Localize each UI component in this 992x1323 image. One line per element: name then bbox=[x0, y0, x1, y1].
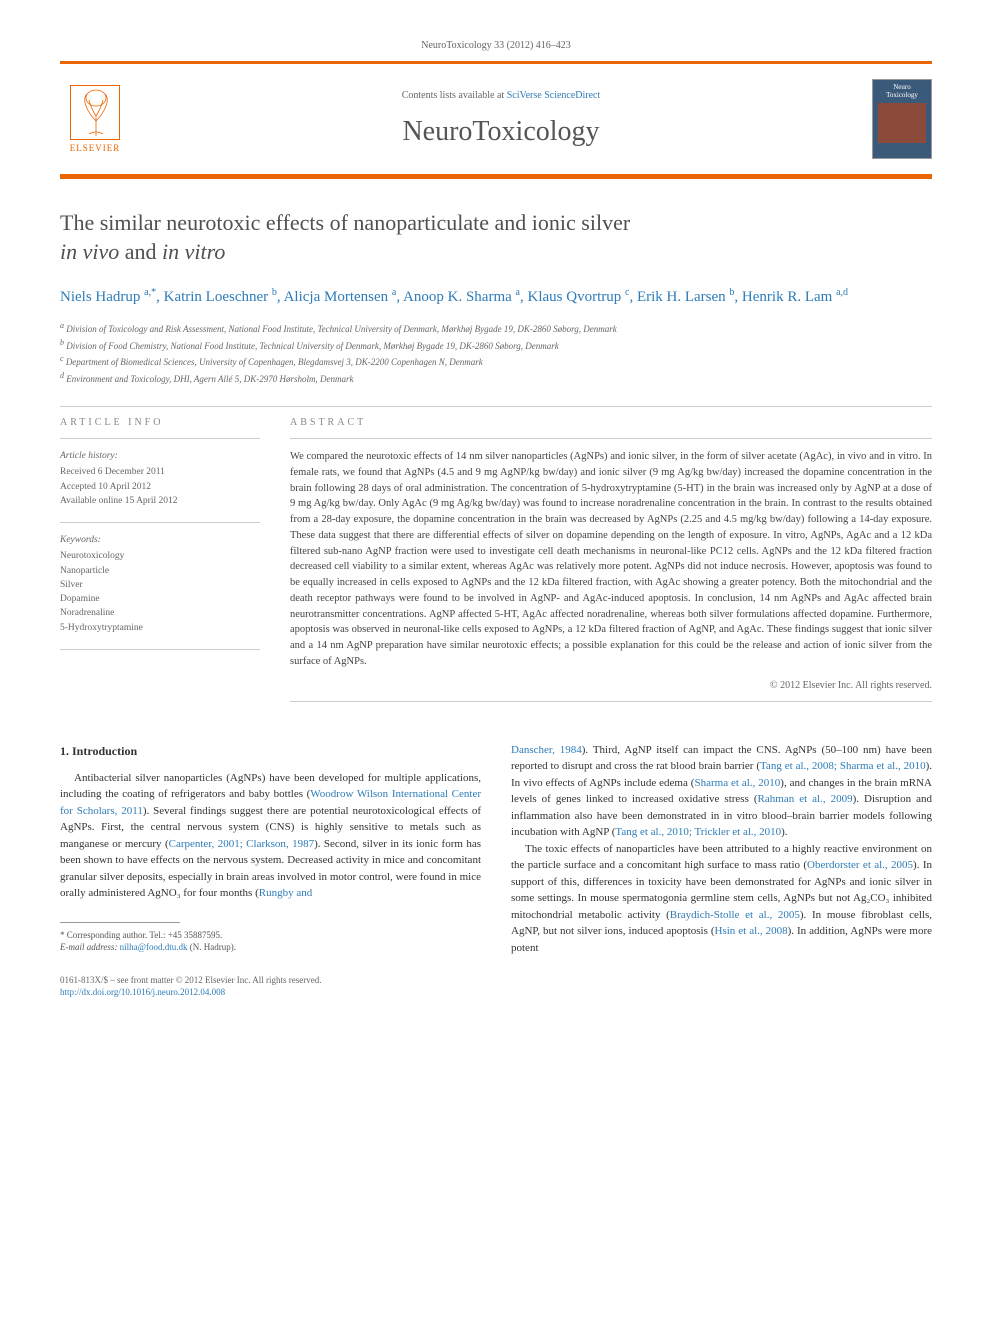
divider bbox=[60, 406, 932, 407]
author: Henrik R. Lam a,d bbox=[742, 289, 848, 305]
article-history-block: Article history: Received 6 December 201… bbox=[60, 449, 260, 508]
citation-link[interactable]: Rahman et al., 2009 bbox=[758, 793, 853, 805]
keyword: Noradrenaline bbox=[60, 606, 260, 620]
cover-title-text: Neuro Toxicology bbox=[877, 84, 927, 99]
elsevier-logo: ELSEVIER bbox=[60, 79, 130, 159]
affiliations-list: a Division of Toxicology and Risk Assess… bbox=[60, 320, 932, 386]
abstract-text: We compared the neurotoxic effects of 14… bbox=[290, 449, 932, 670]
author-affil-sup: c bbox=[625, 287, 629, 298]
history-line: Received 6 December 2011 bbox=[60, 465, 260, 479]
body-column-left: 1. Introduction Antibacterial silver nan… bbox=[60, 742, 481, 999]
title-line-1: The similar neurotoxic effects of nanopa… bbox=[60, 210, 630, 235]
author-affil-sup: a,* bbox=[144, 287, 156, 298]
author: Erik H. Larsen b bbox=[637, 289, 734, 305]
citation-link[interactable]: Rungby and bbox=[259, 887, 312, 899]
author: Katrin Loeschner b bbox=[164, 289, 277, 305]
author: Alicja Mortensen a bbox=[284, 289, 397, 305]
abstract-label: ABSTRACT bbox=[290, 417, 932, 428]
journal-title: NeuroToxicology bbox=[130, 116, 872, 148]
author-affil-sup: a bbox=[516, 287, 520, 298]
citation-link[interactable]: Carpenter, 2001; Clarkson, 1987 bbox=[169, 838, 314, 850]
affiliation-line: d Environment and Toxicology, DHI, Agern… bbox=[60, 370, 932, 387]
affiliation-line: a Division of Toxicology and Risk Assess… bbox=[60, 320, 932, 337]
citation-link[interactable]: Hsin et al., 2008 bbox=[715, 925, 788, 937]
email-label: E-mail address: bbox=[60, 942, 120, 952]
author-list: Niels Hadrup a,*, Katrin Loeschner b, Al… bbox=[60, 286, 932, 308]
journal-cover-thumbnail: Neuro Toxicology bbox=[872, 79, 932, 159]
keywords-heading: Keywords: bbox=[60, 533, 260, 547]
keyword: 5-Hydroxytryptamine bbox=[60, 621, 260, 635]
citation-link[interactable]: Tang et al., 2008; Sharma et al., 2010 bbox=[760, 760, 926, 772]
body-paragraph: The toxic effects of nanoparticles have … bbox=[511, 841, 932, 957]
journal-masthead: ELSEVIER Contents lists available at Sci… bbox=[60, 61, 932, 179]
citation-link[interactable]: Braydich-Stolle et al., 2005 bbox=[670, 909, 800, 921]
author: Klaus Qvortrup c bbox=[528, 289, 630, 305]
keyword: Silver bbox=[60, 578, 260, 592]
title-italic-1: in vivo bbox=[60, 239, 119, 264]
divider bbox=[60, 522, 260, 523]
corr-email-link[interactable]: nilha@food.dtu.dk bbox=[120, 942, 188, 952]
cover-image-placeholder bbox=[878, 103, 926, 143]
author-affil-sup: b bbox=[272, 287, 277, 298]
citation-link[interactable]: Danscher, 1984 bbox=[511, 744, 582, 756]
elsevier-wordmark: ELSEVIER bbox=[70, 143, 121, 153]
corr-email-line: E-mail address: nilha@food.dtu.dk (N. Ha… bbox=[60, 941, 481, 954]
divider bbox=[60, 438, 260, 439]
history-line: Accepted 10 April 2012 bbox=[60, 480, 260, 494]
author-affil-sup: b bbox=[729, 287, 734, 298]
keyword: Dopamine bbox=[60, 592, 260, 606]
affiliation-line: c Department of Biomedical Sciences, Uni… bbox=[60, 353, 932, 370]
article-info-sidebar: ARTICLE INFO Article history: Received 6… bbox=[60, 417, 260, 712]
citation-link[interactable]: Oberdorster et al., 2005 bbox=[807, 859, 913, 871]
body-two-column: 1. Introduction Antibacterial silver nan… bbox=[60, 742, 932, 999]
title-connector: and bbox=[119, 239, 162, 264]
sciencedirect-link[interactable]: SciVerse ScienceDirect bbox=[507, 90, 601, 101]
author-affil-sup: a,d bbox=[836, 287, 848, 298]
keyword: Nanoparticle bbox=[60, 564, 260, 578]
title-italic-2: in vitro bbox=[162, 239, 225, 264]
elsevier-tree-icon bbox=[70, 85, 120, 140]
affiliation-line: b Division of Food Chemistry, National F… bbox=[60, 337, 932, 354]
doi-link[interactable]: http://dx.doi.org/10.1016/j.neuro.2012.0… bbox=[60, 987, 225, 997]
divider bbox=[290, 701, 932, 702]
contents-prefix: Contents lists available at bbox=[402, 90, 507, 101]
footnote-separator bbox=[60, 922, 180, 923]
body-paragraph: Danscher, 1984). Third, AgNP itself can … bbox=[511, 742, 932, 841]
running-header: NeuroToxicology 33 (2012) 416–423 bbox=[60, 40, 932, 51]
page-footer: 0161-813X/$ – see front matter © 2012 El… bbox=[60, 974, 481, 999]
keywords-block: Keywords: Neurotoxicology Nanoparticle S… bbox=[60, 533, 260, 635]
body-column-right: Danscher, 1984). Third, AgNP itself can … bbox=[511, 742, 932, 999]
citation-link[interactable]: Tang et al., 2010; Trickler et al., 2010 bbox=[615, 826, 781, 838]
history-line: Available online 15 April 2012 bbox=[60, 494, 260, 508]
divider bbox=[290, 438, 932, 439]
corr-name: (N. Hadrup). bbox=[187, 942, 236, 952]
keyword: Neurotoxicology bbox=[60, 549, 260, 563]
body-paragraph: Antibacterial silver nanoparticles (AgNP… bbox=[60, 770, 481, 902]
footer-copyright-line: 0161-813X/$ – see front matter © 2012 El… bbox=[60, 974, 481, 987]
corresponding-author-footnote: * Corresponding author. Tel.: +45 358875… bbox=[60, 929, 481, 954]
abstract-copyright: © 2012 Elsevier Inc. All rights reserved… bbox=[290, 680, 932, 691]
body-text: ). bbox=[781, 826, 787, 838]
author: Niels Hadrup a,* bbox=[60, 289, 156, 305]
article-title: The similar neurotoxic effects of nanopa… bbox=[60, 209, 932, 266]
author-affil-sup: a bbox=[392, 287, 396, 298]
contents-available-line: Contents lists available at SciVerse Sci… bbox=[130, 90, 872, 101]
history-heading: Article history: bbox=[60, 449, 260, 463]
abstract-column: ABSTRACT We compared the neurotoxic effe… bbox=[290, 417, 932, 712]
citation-link[interactable]: Sharma et al., 2010 bbox=[694, 777, 780, 789]
corr-author-line: * Corresponding author. Tel.: +45 358875… bbox=[60, 929, 481, 942]
divider bbox=[60, 649, 260, 650]
author: Anoop K. Sharma a bbox=[403, 289, 520, 305]
section-heading-introduction: 1. Introduction bbox=[60, 742, 481, 760]
article-info-label: ARTICLE INFO bbox=[60, 417, 260, 428]
